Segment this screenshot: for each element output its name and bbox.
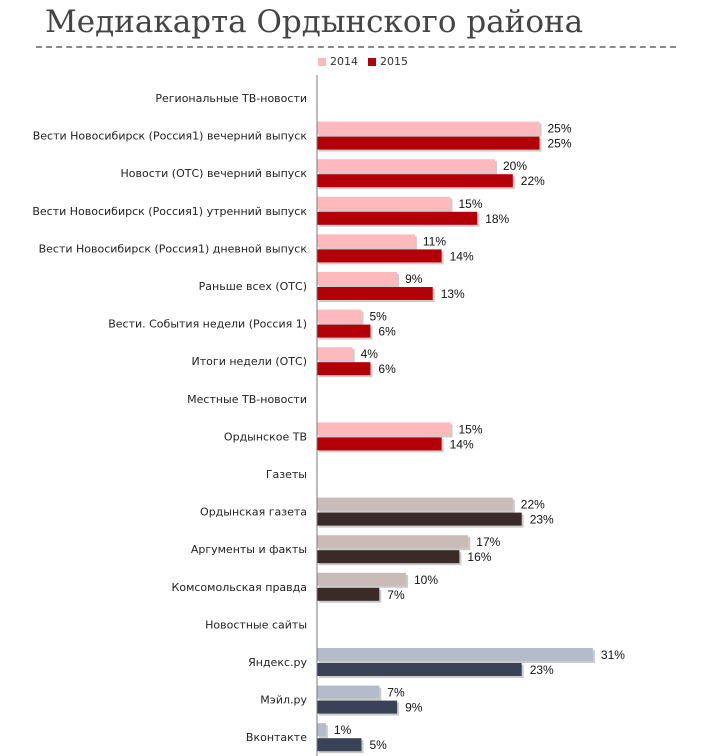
value-label-2015: 18% (485, 212, 509, 226)
category-label: Вести Новосибирск (Россия1) утренний вып… (32, 205, 307, 218)
value-label-2015: 25% (548, 137, 572, 151)
value-label-2014: 25% (548, 122, 572, 136)
bar-2015 (317, 287, 433, 300)
bar-2015 (317, 550, 460, 564)
bar-2014 (317, 121, 540, 135)
category-label: Вконтакте (246, 731, 307, 744)
legend-label-2015: 2015 (380, 55, 408, 68)
value-label-2015: 7% (387, 588, 405, 602)
category-header: Новостные сайты (205, 618, 307, 631)
bar-2014 (317, 535, 469, 549)
value-label-2014: 7% (387, 686, 405, 700)
value-label-2015: 16% (467, 550, 491, 564)
value-label-2014: 15% (459, 422, 483, 436)
bar-2014 (317, 272, 398, 285)
legend-label-2014: 2014 (330, 55, 358, 68)
category-label: Мэйл.ру (260, 694, 307, 707)
category-label: Вести Новосибирск (Россия1) вечерний вып… (33, 130, 308, 143)
bar-2015 (317, 211, 478, 225)
value-label-2015: 6% (378, 362, 396, 376)
bar-2014 (317, 422, 451, 436)
value-label-2015: 22% (521, 174, 545, 188)
bar-2015 (317, 512, 522, 526)
value-label-2014: 11% (423, 234, 446, 248)
bar-2015 (317, 587, 380, 601)
bar-2015 (317, 174, 513, 188)
value-label-2015: 14% (450, 437, 474, 451)
value-label-2014: 15% (459, 197, 483, 211)
value-label-2014: 22% (521, 498, 545, 512)
value-label-2014: 10% (414, 573, 438, 587)
category-header: Региональные ТВ-новости (155, 92, 307, 105)
category-header: Местные ТВ-новости (187, 393, 307, 406)
category-label: Вести. События недели (Россия 1) (108, 318, 307, 331)
value-label-2014: 17% (476, 535, 500, 549)
legend: 2014 2015 (318, 55, 408, 68)
value-label-2014: 31% (601, 648, 625, 662)
category-label: Вести Новосибирск (Россия1) дневной выпу… (39, 242, 308, 255)
bar-2014 (317, 159, 495, 173)
bar-2014 (317, 347, 353, 361)
legend-swatch-2015 (368, 57, 376, 66)
bar-2015 (317, 738, 362, 752)
value-label-2015: 13% (441, 287, 465, 301)
value-label-2015: 6% (378, 325, 396, 339)
bar-2014 (317, 723, 326, 737)
category-label: Яндекс.ру (248, 656, 307, 669)
category-label: Новости (ОТС) вечерний выпуск (120, 167, 307, 180)
bar-2015 (317, 249, 442, 263)
bar-2014 (317, 309, 362, 323)
legend-item-2015: 2015 (368, 55, 408, 68)
value-label-2015: 23% (530, 513, 554, 527)
value-label-2014: 20% (503, 159, 527, 173)
category-label: Комсомольская правда (172, 581, 307, 594)
category-label: Ордынская газета (200, 506, 307, 519)
bar-2014 (317, 497, 513, 511)
bar-2015 (317, 437, 442, 451)
chart-title: Медиакарта Ордынского района (45, 4, 584, 40)
bar-2015 (317, 324, 371, 338)
value-label-2015: 5% (370, 738, 388, 752)
bar-2014 (317, 196, 451, 210)
title-divider (36, 46, 676, 48)
bar-2015 (317, 700, 398, 714)
bar-2015 (317, 136, 540, 150)
value-label-2014: 4% (361, 347, 379, 361)
legend-swatch-2014 (318, 57, 326, 66)
value-label-2014: 5% (370, 310, 388, 324)
category-header: Газеты (266, 468, 307, 481)
category-label: Раньше всех (ОТС) (199, 280, 307, 293)
value-label-2015: 9% (405, 701, 423, 715)
value-label-2014: 1% (334, 723, 352, 737)
value-label-2015: 14% (450, 249, 474, 263)
value-label-2015: 23% (530, 663, 554, 677)
legend-item-2014: 2014 (318, 55, 358, 68)
bar-2015 (317, 362, 371, 376)
bar-2014 (317, 234, 415, 248)
bar-2014 (317, 572, 406, 586)
category-label: Аргументы и факты (191, 543, 307, 556)
category-label: Ордынское ТВ (224, 430, 307, 443)
bar-2015 (317, 663, 522, 676)
bar-2014 (317, 685, 380, 699)
category-label: Итоги недели (ОТС) (192, 355, 307, 368)
value-label-2014: 9% (405, 272, 423, 286)
bar-2014 (317, 648, 593, 661)
